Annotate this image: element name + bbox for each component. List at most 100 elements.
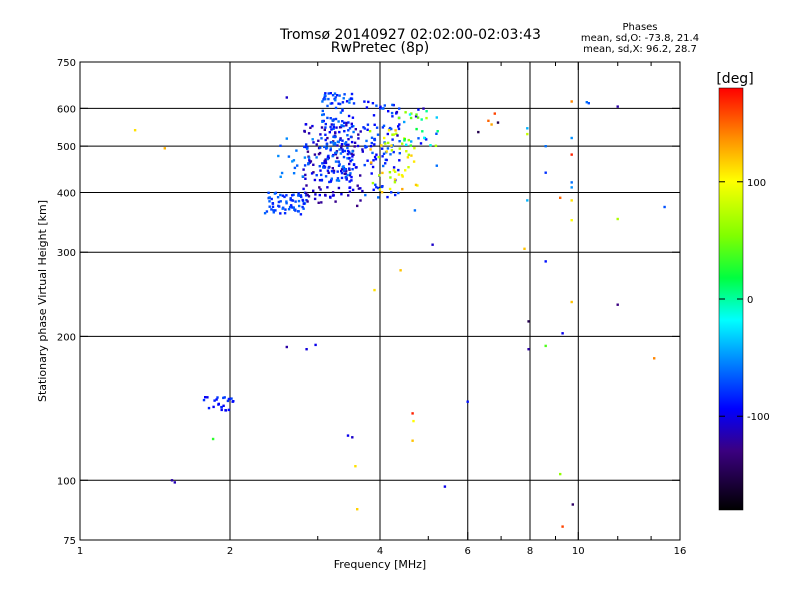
data-point [283,212,287,215]
data-point [336,140,340,143]
data-point [394,193,397,197]
data-point [378,188,382,191]
colorbar-tick-label: -100 [747,412,770,423]
data-point [335,151,338,154]
data-point [561,332,564,335]
data-point [326,186,329,189]
data-point [388,187,392,191]
data-point [348,156,351,160]
data-point [206,396,209,399]
data-point [334,160,338,163]
data-point [297,192,300,195]
data-point [346,149,350,153]
data-point [341,148,344,151]
data-point [419,142,423,145]
data-point [277,204,280,208]
data-point [393,181,397,184]
data-point [340,176,344,180]
data-point [340,144,343,148]
x-tick-label: 4 [377,546,383,557]
data-point [369,148,372,151]
data-point [570,219,573,222]
data-point [265,210,269,213]
data-point [391,138,394,141]
data-point [321,100,324,103]
data-point [559,196,562,199]
data-point [348,101,351,104]
data-point [384,162,387,165]
data-point [347,129,350,132]
data-point [333,141,337,145]
data-point [363,100,366,103]
data-point [330,177,333,180]
data-point [416,184,419,187]
data-point [329,180,332,183]
colorbar-ticks: 100 0 -100 [719,178,770,423]
y-tick-label: 200 [57,332,76,343]
data-point [410,112,413,115]
data-point [392,103,395,107]
data-point [337,160,341,164]
data-point [351,150,354,153]
data-point [394,170,397,173]
data-point [335,150,339,153]
data-point [323,96,326,99]
data-point [306,193,309,197]
data-point [350,152,353,156]
data-point [329,102,332,105]
data-point [343,169,346,173]
data-point [319,133,322,136]
data-point [415,127,418,131]
data-point [339,137,342,140]
data-point [352,163,356,166]
data-point [404,111,407,114]
data-point [285,202,288,205]
data-point [395,132,398,135]
data-point [220,406,223,409]
data-point [268,196,271,199]
data-point [294,209,297,212]
data-point [322,166,325,169]
data-point [324,175,328,178]
data-point [354,128,357,131]
data-point [371,181,375,185]
data-point [380,185,384,189]
data-point [392,169,395,172]
data-point [337,164,341,167]
data-point [281,194,285,197]
data-point [347,194,350,197]
data-point [325,143,329,146]
data-point [370,136,374,139]
data-point [544,171,547,174]
data-point [323,94,327,97]
data-point [326,157,329,161]
data-point [544,145,547,148]
data-point [616,303,619,306]
data-point [341,120,344,123]
data-point [304,123,308,126]
y-tick-label: 100 [57,476,76,487]
data-point [341,139,344,142]
data-point [381,171,384,175]
data-point [376,133,380,136]
data-point [344,172,347,175]
data-point [288,205,292,209]
data-point [392,150,395,154]
data-point [381,147,384,150]
data-point [291,194,294,197]
data-point [385,150,388,153]
data-point [320,173,323,177]
data-point [305,191,308,195]
data-point [417,108,420,111]
data-point [325,146,329,149]
data-point [340,147,343,150]
data-point [330,128,333,131]
colorbar-tick-label: 100 [747,178,766,189]
data-point [559,472,562,476]
data-point [403,138,406,141]
data-point [392,166,396,169]
data-point [352,130,355,134]
data-point [215,398,218,401]
data-point [329,125,332,129]
data-point [311,124,314,128]
